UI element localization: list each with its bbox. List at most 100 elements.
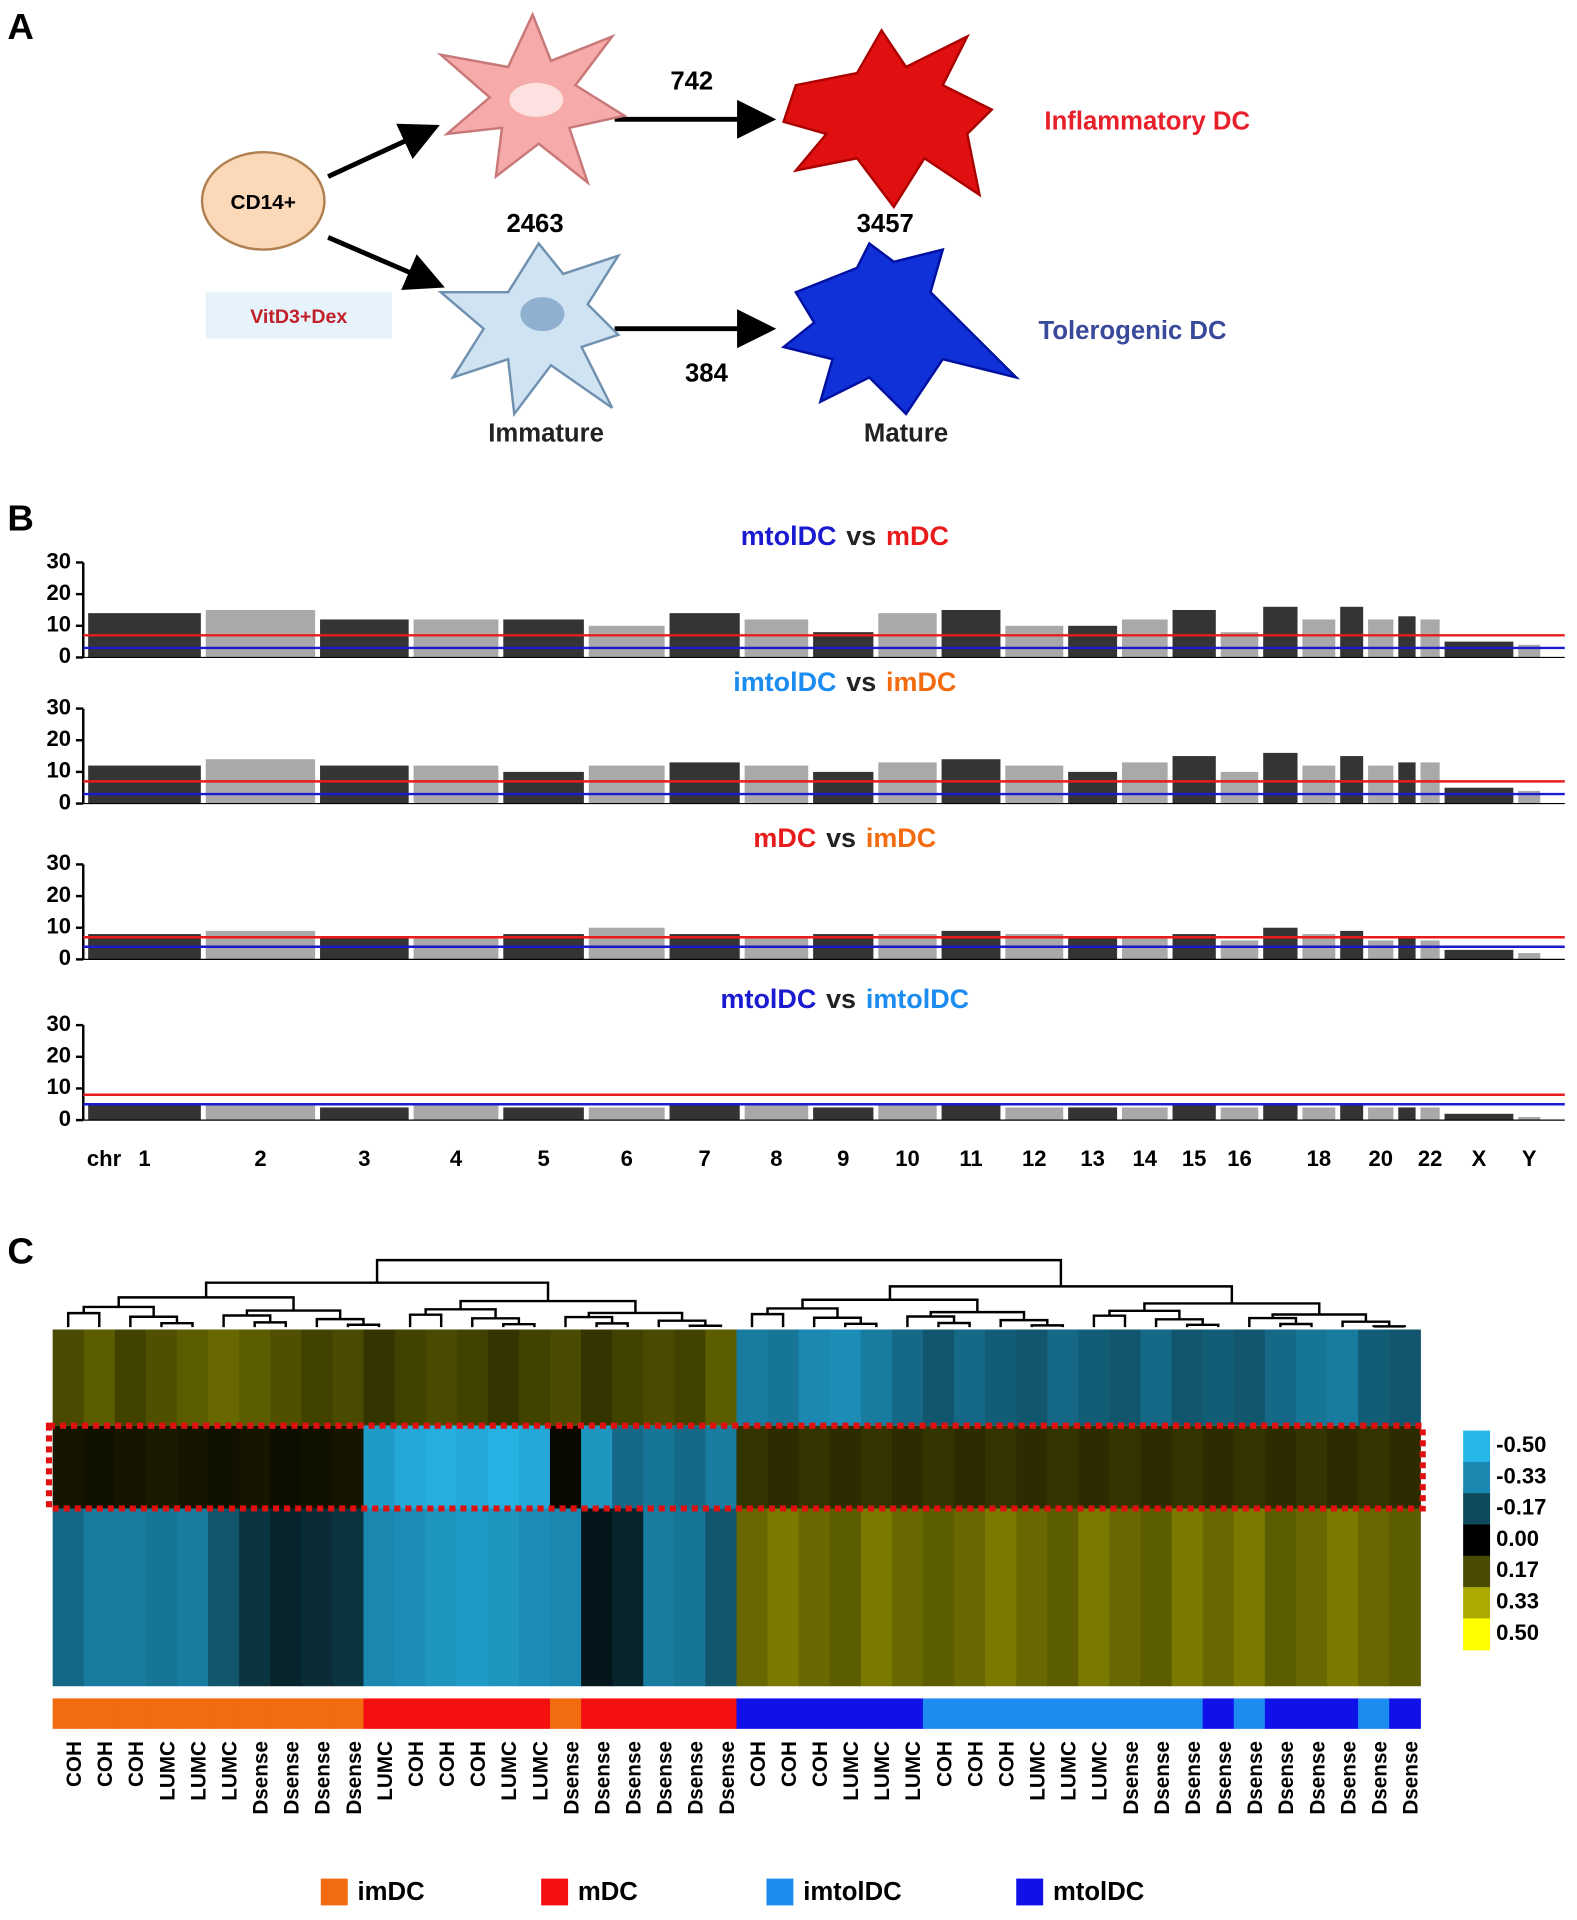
x-tick-label: Y: [1522, 1146, 1537, 1171]
sample-label: LUMC: [902, 1741, 925, 1801]
chromosome-signal: [413, 937, 499, 960]
heatmap-cell: [239, 1425, 271, 1509]
sample-label: COH: [405, 1741, 428, 1787]
chromosome-signal: [1121, 619, 1168, 658]
heatmap-cell: [1327, 1508, 1359, 1687]
sample-label: LUMC: [1089, 1741, 1112, 1801]
group-bar: [549, 1698, 582, 1729]
nucleus: [520, 297, 565, 332]
sample-label: COH: [995, 1741, 1018, 1787]
group-bar: [1233, 1698, 1266, 1729]
group-bar: [518, 1698, 551, 1729]
sample-label: LUMC: [187, 1741, 210, 1801]
heatmap-cell: [114, 1329, 147, 1426]
dendrogram-branch: [1372, 1325, 1406, 1328]
sample-label: Dsense: [1182, 1741, 1205, 1815]
dendrogram-branch: [564, 1315, 614, 1328]
colorbar-swatch: [1463, 1493, 1491, 1526]
heatmap-cell: [581, 1425, 613, 1509]
group-bar: [394, 1698, 427, 1729]
heatmap-cell: [1264, 1508, 1297, 1687]
heatmap-cell: [518, 1508, 551, 1687]
legend-label: imtolDC: [803, 1878, 902, 1906]
heatmap-cell: [363, 1425, 396, 1509]
dendrogram-branch: [1092, 1314, 1127, 1328]
heatmap-cell: [487, 1425, 520, 1509]
heatmap-cell: [581, 1329, 613, 1426]
heatmap-cell: [52, 1425, 85, 1509]
chromosome-signal: [588, 1107, 665, 1121]
heatmap-cell: [176, 1329, 209, 1426]
x-tick-label: 15: [1182, 1146, 1207, 1171]
heatmap-cell: [736, 1329, 769, 1426]
group-bar: [301, 1698, 334, 1729]
sample-label: COH: [125, 1741, 148, 1787]
chromosome-signal: [413, 1104, 499, 1121]
heatmap-cell: [1016, 1329, 1048, 1426]
group-bar: [1295, 1698, 1328, 1729]
title-part: imDC: [886, 667, 956, 697]
heatmap-cell: [1202, 1425, 1235, 1509]
dendrogram-branch: [375, 1258, 1063, 1287]
group-bar: [705, 1698, 738, 1729]
heatmap-cell: [83, 1425, 116, 1509]
chromosome-signal: [1121, 762, 1168, 804]
dendrogram-branch: [1248, 1316, 1298, 1328]
group-bar: [798, 1698, 831, 1729]
group-bar: [829, 1698, 862, 1729]
heatmap-cell: [1047, 1329, 1079, 1426]
legend-swatch: [320, 1878, 348, 1906]
heatmap-cell: [643, 1329, 675, 1426]
chromosome-signal: [1518, 953, 1541, 960]
heatmap-cell: [394, 1329, 427, 1426]
sample-label: LUMC: [156, 1741, 179, 1801]
chromosome-signal: [1121, 1107, 1168, 1121]
heatmap-cell: [1233, 1329, 1266, 1426]
heatmap-cell: [394, 1425, 427, 1509]
chromosome-signal: [1172, 609, 1216, 658]
colorbar-label: 0.17: [1496, 1557, 1539, 1582]
group-bar: [643, 1698, 675, 1729]
highlight-box: [45, 1422, 1426, 1512]
group-bar: [363, 1698, 396, 1729]
colorbar-swatch: [1463, 1430, 1491, 1463]
chromosome-signal: [1444, 949, 1514, 960]
dendrogram-branch: [66, 1311, 101, 1328]
dendrogram-branch: [502, 1322, 536, 1328]
legend-swatch: [541, 1878, 569, 1906]
heatmap-cell: [891, 1425, 924, 1509]
sample-label: LUMC: [529, 1741, 552, 1801]
chromosome-signal: [205, 609, 316, 658]
y-tick-label: 20: [47, 1043, 72, 1068]
y-tick-label: 20: [47, 726, 72, 751]
heatmap-cell: [1171, 1508, 1204, 1687]
chromosome-signal: [1302, 1107, 1336, 1121]
sample-label: COH: [778, 1741, 801, 1787]
chromosome-signal: [744, 765, 809, 804]
group-bar: [767, 1698, 800, 1729]
x-tick-label: 18: [1307, 1146, 1332, 1171]
chromosome-signal: [205, 1104, 316, 1121]
sample-label: COH: [63, 1741, 86, 1787]
sample-label: COH: [436, 1741, 459, 1787]
chromosome-signal: [1302, 765, 1336, 804]
heatmap-cell: [363, 1508, 396, 1687]
sample-label: LUMC: [840, 1741, 863, 1801]
group-bar: [1264, 1698, 1297, 1729]
heatmap-cell: [767, 1508, 800, 1687]
dendrogram-branch: [253, 1321, 287, 1328]
heatmap-cell: [1295, 1508, 1328, 1687]
sample-label: Dsense: [281, 1741, 304, 1815]
source-label: CD14+: [231, 191, 296, 214]
group-bar: [922, 1698, 955, 1729]
chromosome-signal: [941, 1104, 1001, 1121]
group-bar: [52, 1698, 85, 1729]
mature-inflam-cell: [782, 28, 994, 210]
group-bar: [114, 1698, 147, 1729]
dendrogram-branch: [222, 1314, 272, 1328]
heatmap-cell: [270, 1329, 302, 1426]
group-bar: [736, 1698, 769, 1729]
dendrogram-branch: [160, 1321, 194, 1328]
heatmap-cell: [985, 1508, 1017, 1687]
heatmap-cell: [1016, 1508, 1048, 1687]
